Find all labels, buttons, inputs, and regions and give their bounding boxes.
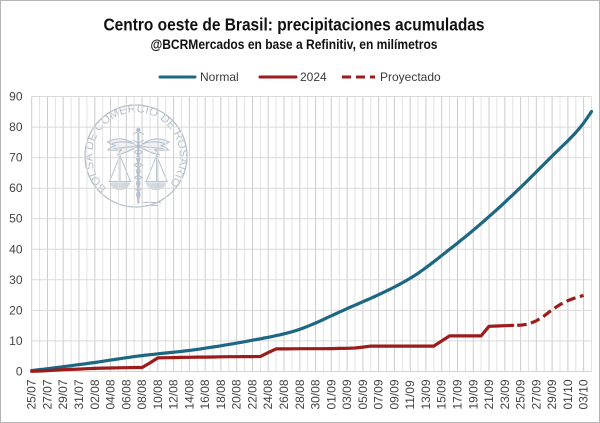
svg-text:29/09: 29/09 — [545, 379, 559, 409]
svg-text:Proyectado: Proyectado — [380, 70, 441, 84]
svg-text:20: 20 — [9, 303, 23, 317]
svg-text:02/08: 02/08 — [88, 379, 102, 409]
svg-text:25/07: 25/07 — [25, 379, 39, 409]
svg-text:13/09: 13/09 — [419, 379, 433, 409]
svg-text:12/08: 12/08 — [167, 379, 181, 409]
svg-text:31/07: 31/07 — [72, 379, 86, 409]
svg-text:29/07: 29/07 — [56, 379, 70, 409]
svg-text:05/09: 05/09 — [356, 379, 370, 409]
svg-text:0: 0 — [16, 365, 23, 379]
svg-text:23/09: 23/09 — [498, 379, 512, 409]
svg-text:@BCRMercados en base a Refinit: @BCRMercados en base a Refinitiv, en mil… — [151, 37, 438, 52]
svg-text:2024: 2024 — [300, 70, 327, 84]
svg-text:28/08: 28/08 — [293, 379, 307, 409]
svg-text:15/09: 15/09 — [435, 379, 449, 409]
svg-text:25/09: 25/09 — [514, 379, 528, 409]
svg-text:03/10: 03/10 — [577, 379, 591, 409]
svg-text:30/08: 30/08 — [309, 379, 323, 409]
svg-text:06/08: 06/08 — [119, 379, 133, 409]
svg-text:11/09: 11/09 — [403, 380, 417, 409]
svg-text:30: 30 — [9, 273, 23, 287]
svg-text:Centro oeste de Brasil: precip: Centro oeste de Brasil: precipitaciones … — [104, 15, 485, 35]
svg-text:60: 60 — [9, 181, 23, 195]
svg-text:08/08: 08/08 — [135, 379, 149, 409]
svg-text:14/08: 14/08 — [182, 379, 196, 409]
svg-text:70: 70 — [9, 151, 23, 165]
svg-text:09/09: 09/09 — [387, 379, 401, 409]
svg-text:03/09: 03/09 — [340, 379, 354, 409]
svg-text:80: 80 — [9, 120, 23, 134]
svg-text:01/10: 01/10 — [561, 379, 575, 409]
svg-text:04/08: 04/08 — [104, 379, 118, 409]
svg-text:Normal: Normal — [200, 70, 239, 84]
svg-text:07/09: 07/09 — [372, 379, 386, 409]
svg-text:01/09: 01/09 — [324, 379, 338, 409]
svg-text:22/08: 22/08 — [246, 379, 260, 409]
svg-text:21/09: 21/09 — [482, 379, 496, 409]
svg-text:19/09: 19/09 — [466, 379, 480, 409]
svg-text:10/08: 10/08 — [151, 379, 165, 409]
svg-text:27/09: 27/09 — [529, 379, 543, 409]
svg-text:20/08: 20/08 — [230, 379, 244, 409]
svg-text:16/08: 16/08 — [198, 379, 212, 409]
svg-text:27/07: 27/07 — [41, 379, 55, 409]
svg-text:50: 50 — [9, 212, 23, 226]
svg-text:17/09: 17/09 — [451, 379, 465, 409]
svg-text:24/08: 24/08 — [261, 379, 275, 409]
svg-text:26/08: 26/08 — [277, 379, 291, 409]
svg-text:90: 90 — [9, 90, 23, 104]
svg-text:10: 10 — [9, 334, 23, 348]
svg-text:18/08: 18/08 — [214, 379, 228, 409]
svg-text:40: 40 — [9, 242, 23, 256]
